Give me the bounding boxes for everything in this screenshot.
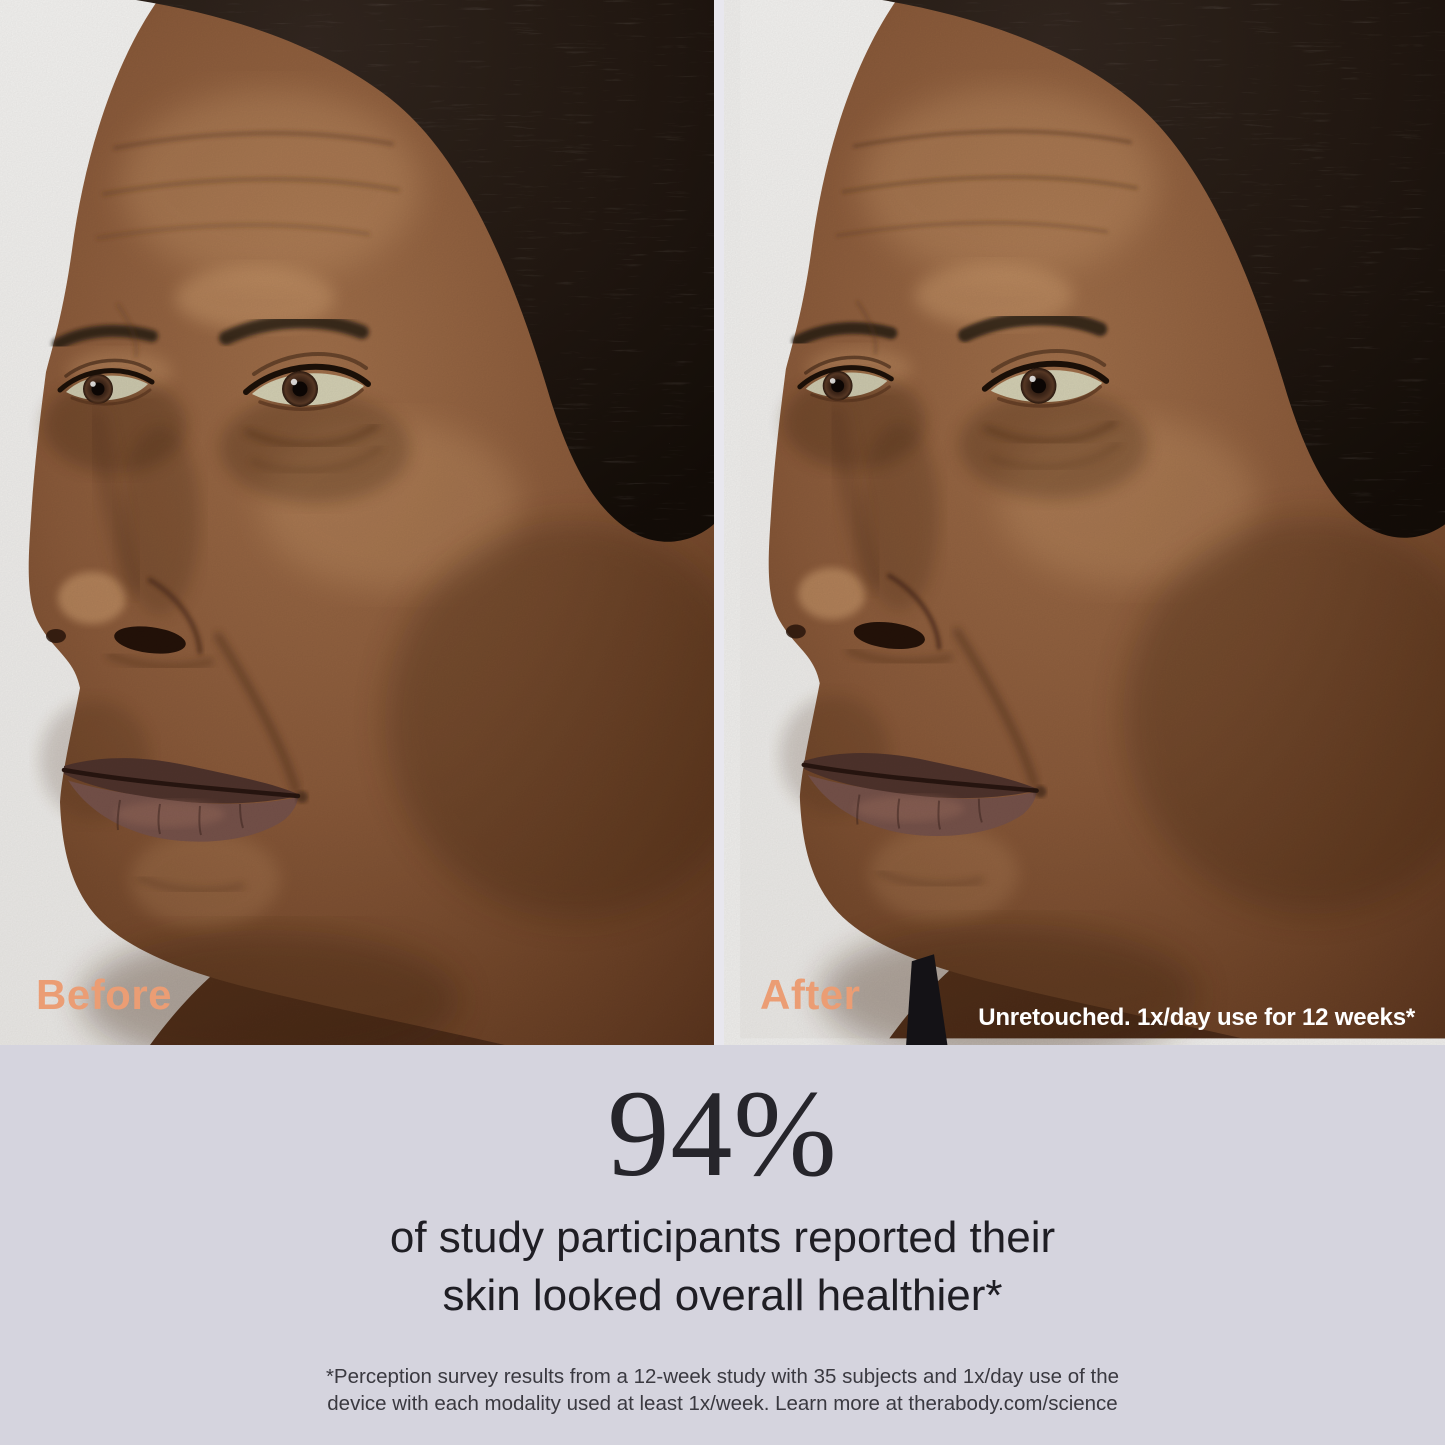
panel-divider: [714, 0, 724, 1045]
clothing-strap: [906, 954, 948, 1045]
before-photo: Before: [0, 0, 714, 1045]
before-label: Before: [36, 971, 173, 1018]
before-portrait-illustration: [0, 0, 714, 1045]
before-after-comparison: Before After Unretouched. 1x/day use for…: [0, 0, 1445, 1045]
stat-footnote: *Perception survey results from a 12-wee…: [0, 1363, 1445, 1417]
stat-headline: 94%: [607, 1065, 838, 1202]
stat-description-line2: skin looked overall healthier*: [442, 1271, 1003, 1321]
after-portrait-illustration: [724, 0, 1445, 1045]
stat-footnote-line1: *Perception survey results from a 12-wee…: [325, 1365, 1120, 1389]
stats-section: 94% of study participants reported their…: [0, 1045, 1445, 1445]
stat-footnote-line2: device with each modality used at least …: [327, 1392, 1118, 1416]
after-photo: After Unretouched. 1x/day use for 12 wee…: [724, 0, 1445, 1045]
stat-description: of study participants reported their skin…: [0, 1209, 1445, 1325]
after-label: After: [760, 971, 861, 1018]
stat-description-line1: of study participants reported their: [389, 1213, 1056, 1263]
unretouched-caption: Unretouched. 1x/day use for 12 weeks*: [978, 1004, 1415, 1031]
